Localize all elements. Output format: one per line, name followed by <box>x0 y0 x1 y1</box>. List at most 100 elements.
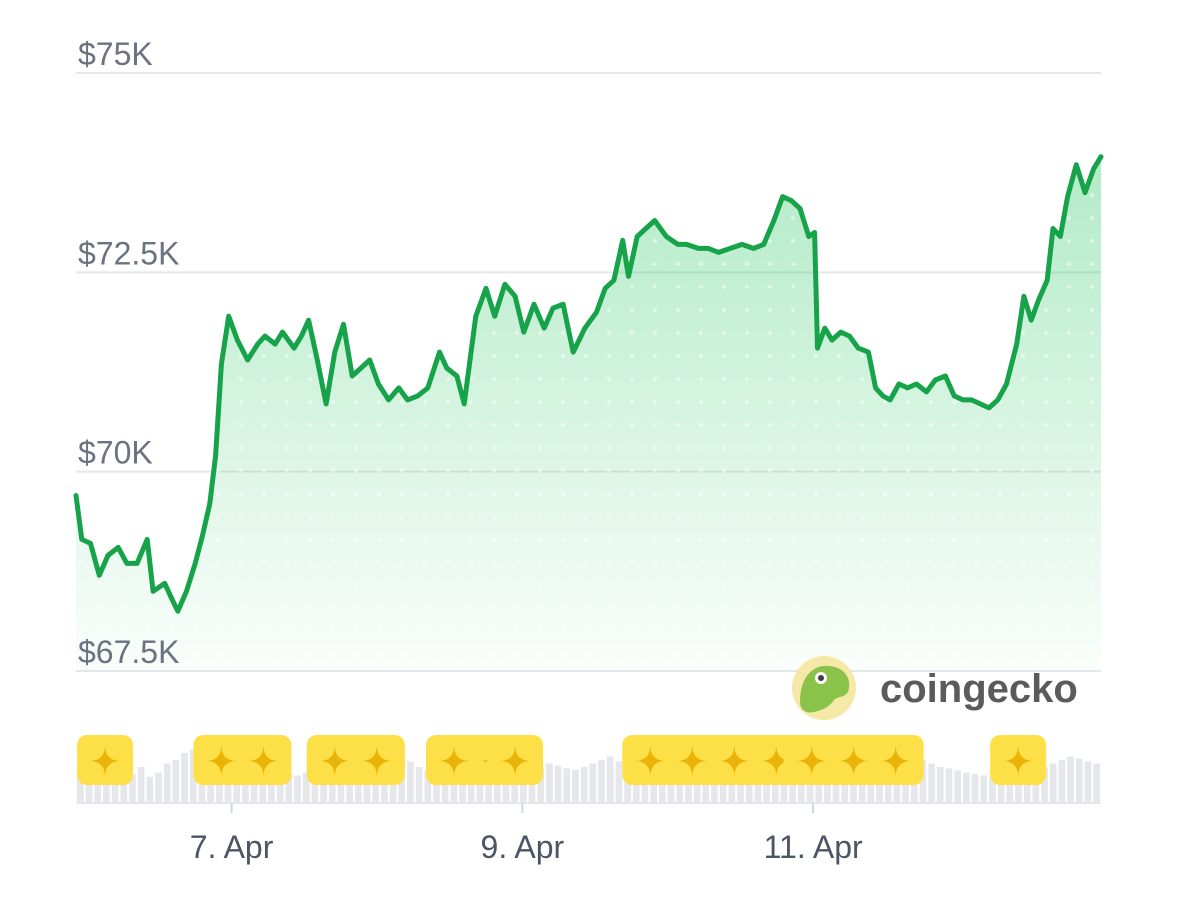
volume-bar <box>780 768 788 802</box>
volume-bar <box>1058 760 1066 802</box>
volume-bar <box>632 770 640 802</box>
volume-bar <box>276 772 284 802</box>
volume-bar <box>120 775 128 802</box>
watermark-text: coingecko <box>880 667 1078 711</box>
volume-bar <box>155 772 162 802</box>
star-icon <box>360 745 393 777</box>
volume-bar <box>433 772 440 802</box>
volume-bar <box>537 767 545 802</box>
event-badge[interactable] <box>622 735 805 785</box>
volume-bar <box>685 775 692 802</box>
volume-bar <box>320 774 327 802</box>
star-icon <box>879 745 912 777</box>
volume-bar <box>85 774 93 802</box>
volume-bar <box>268 768 275 802</box>
volume-bar <box>832 775 840 802</box>
volume-bar <box>137 767 145 802</box>
watermark: coingecko <box>792 656 1078 720</box>
event-badge[interactable] <box>77 735 134 785</box>
volume-bar <box>936 767 944 802</box>
x-tick-label: 9. Apr <box>481 829 565 865</box>
volume-bar <box>1032 768 1040 802</box>
volume-bar <box>598 760 605 802</box>
volume-bar <box>1084 761 1092 802</box>
volume-bar <box>580 767 588 802</box>
volume-bar <box>502 776 510 802</box>
price-line[interactable] <box>73 154 1104 614</box>
volume-bar <box>111 770 119 802</box>
volume-bar <box>424 770 432 802</box>
event-badge-bg <box>622 735 805 785</box>
volume-bar <box>1093 763 1100 802</box>
volume-bar <box>650 774 657 802</box>
volume-bar <box>146 776 154 802</box>
star-icon <box>795 745 828 777</box>
volume-bar <box>294 775 301 802</box>
area-layer <box>73 154 1104 671</box>
star-icon <box>205 745 238 777</box>
volume-bar <box>928 763 935 802</box>
star-icon <box>89 745 122 777</box>
y-tick-label: $72.5K <box>78 235 179 271</box>
y-tick-label: $70K <box>78 435 153 471</box>
volume-bar <box>441 774 449 802</box>
volume-bar <box>493 775 501 802</box>
volume-bar <box>980 775 988 802</box>
volume-bar <box>94 781 102 802</box>
y-tick-label: $75K <box>78 36 153 72</box>
volume-bar <box>945 768 953 802</box>
volume-bar <box>1067 756 1074 802</box>
volume-bar <box>103 772 110 802</box>
volume-bar <box>328 776 336 802</box>
volume-bar <box>719 768 727 802</box>
event-badges <box>77 735 1047 785</box>
volume-bar <box>693 774 701 802</box>
volume-bar <box>702 772 710 802</box>
y-axis-labels: $75K $72.5K $70K $67.5K <box>78 36 179 670</box>
volume-bar <box>658 775 666 802</box>
event-badge[interactable] <box>306 735 405 785</box>
volume-bar <box>711 770 718 802</box>
x-tick-label: 7. Apr <box>190 829 274 865</box>
event-badge[interactable] <box>990 735 1047 785</box>
star-icon <box>760 745 793 777</box>
volume-bar <box>1049 763 1057 802</box>
event-badge[interactable] <box>193 735 292 785</box>
volume-bar <box>250 770 258 802</box>
event-badge[interactable] <box>487 735 544 785</box>
volume-bar <box>815 775 823 802</box>
volume-bar <box>407 761 414 802</box>
star-icon <box>438 745 471 777</box>
volume-bar <box>354 774 362 802</box>
volume-bar <box>1015 772 1022 802</box>
star-icon <box>676 745 709 777</box>
volume-bar <box>954 770 962 802</box>
volume-bar <box>450 775 458 802</box>
y-tick-label: $67.5K <box>78 634 179 670</box>
event-badge[interactable] <box>783 735 924 785</box>
volume-bar <box>476 771 484 802</box>
volume-bar <box>467 772 475 802</box>
volume-bar <box>415 767 423 802</box>
volume-bar <box>841 774 849 802</box>
volume-bar <box>624 767 631 802</box>
volume-bar <box>858 770 866 802</box>
x-tick-label: 11. Apr <box>764 829 863 865</box>
volume-bar <box>797 772 805 802</box>
volume-bar <box>963 772 970 802</box>
volume-bar <box>346 772 353 802</box>
volume-bar <box>589 763 597 802</box>
volume-bar <box>363 769 371 802</box>
volume-bar <box>172 760 180 802</box>
volume-bar <box>997 775 1005 802</box>
star-icon <box>718 745 751 777</box>
volume-bar <box>189 749 197 802</box>
volume-bar <box>1075 758 1083 802</box>
volume-bar <box>546 763 553 802</box>
volume-bar <box>381 768 388 802</box>
volume-bar <box>1023 770 1031 802</box>
volume-bar <box>77 777 84 802</box>
volume-bar <box>1041 767 1048 802</box>
volume-bar <box>667 776 675 802</box>
